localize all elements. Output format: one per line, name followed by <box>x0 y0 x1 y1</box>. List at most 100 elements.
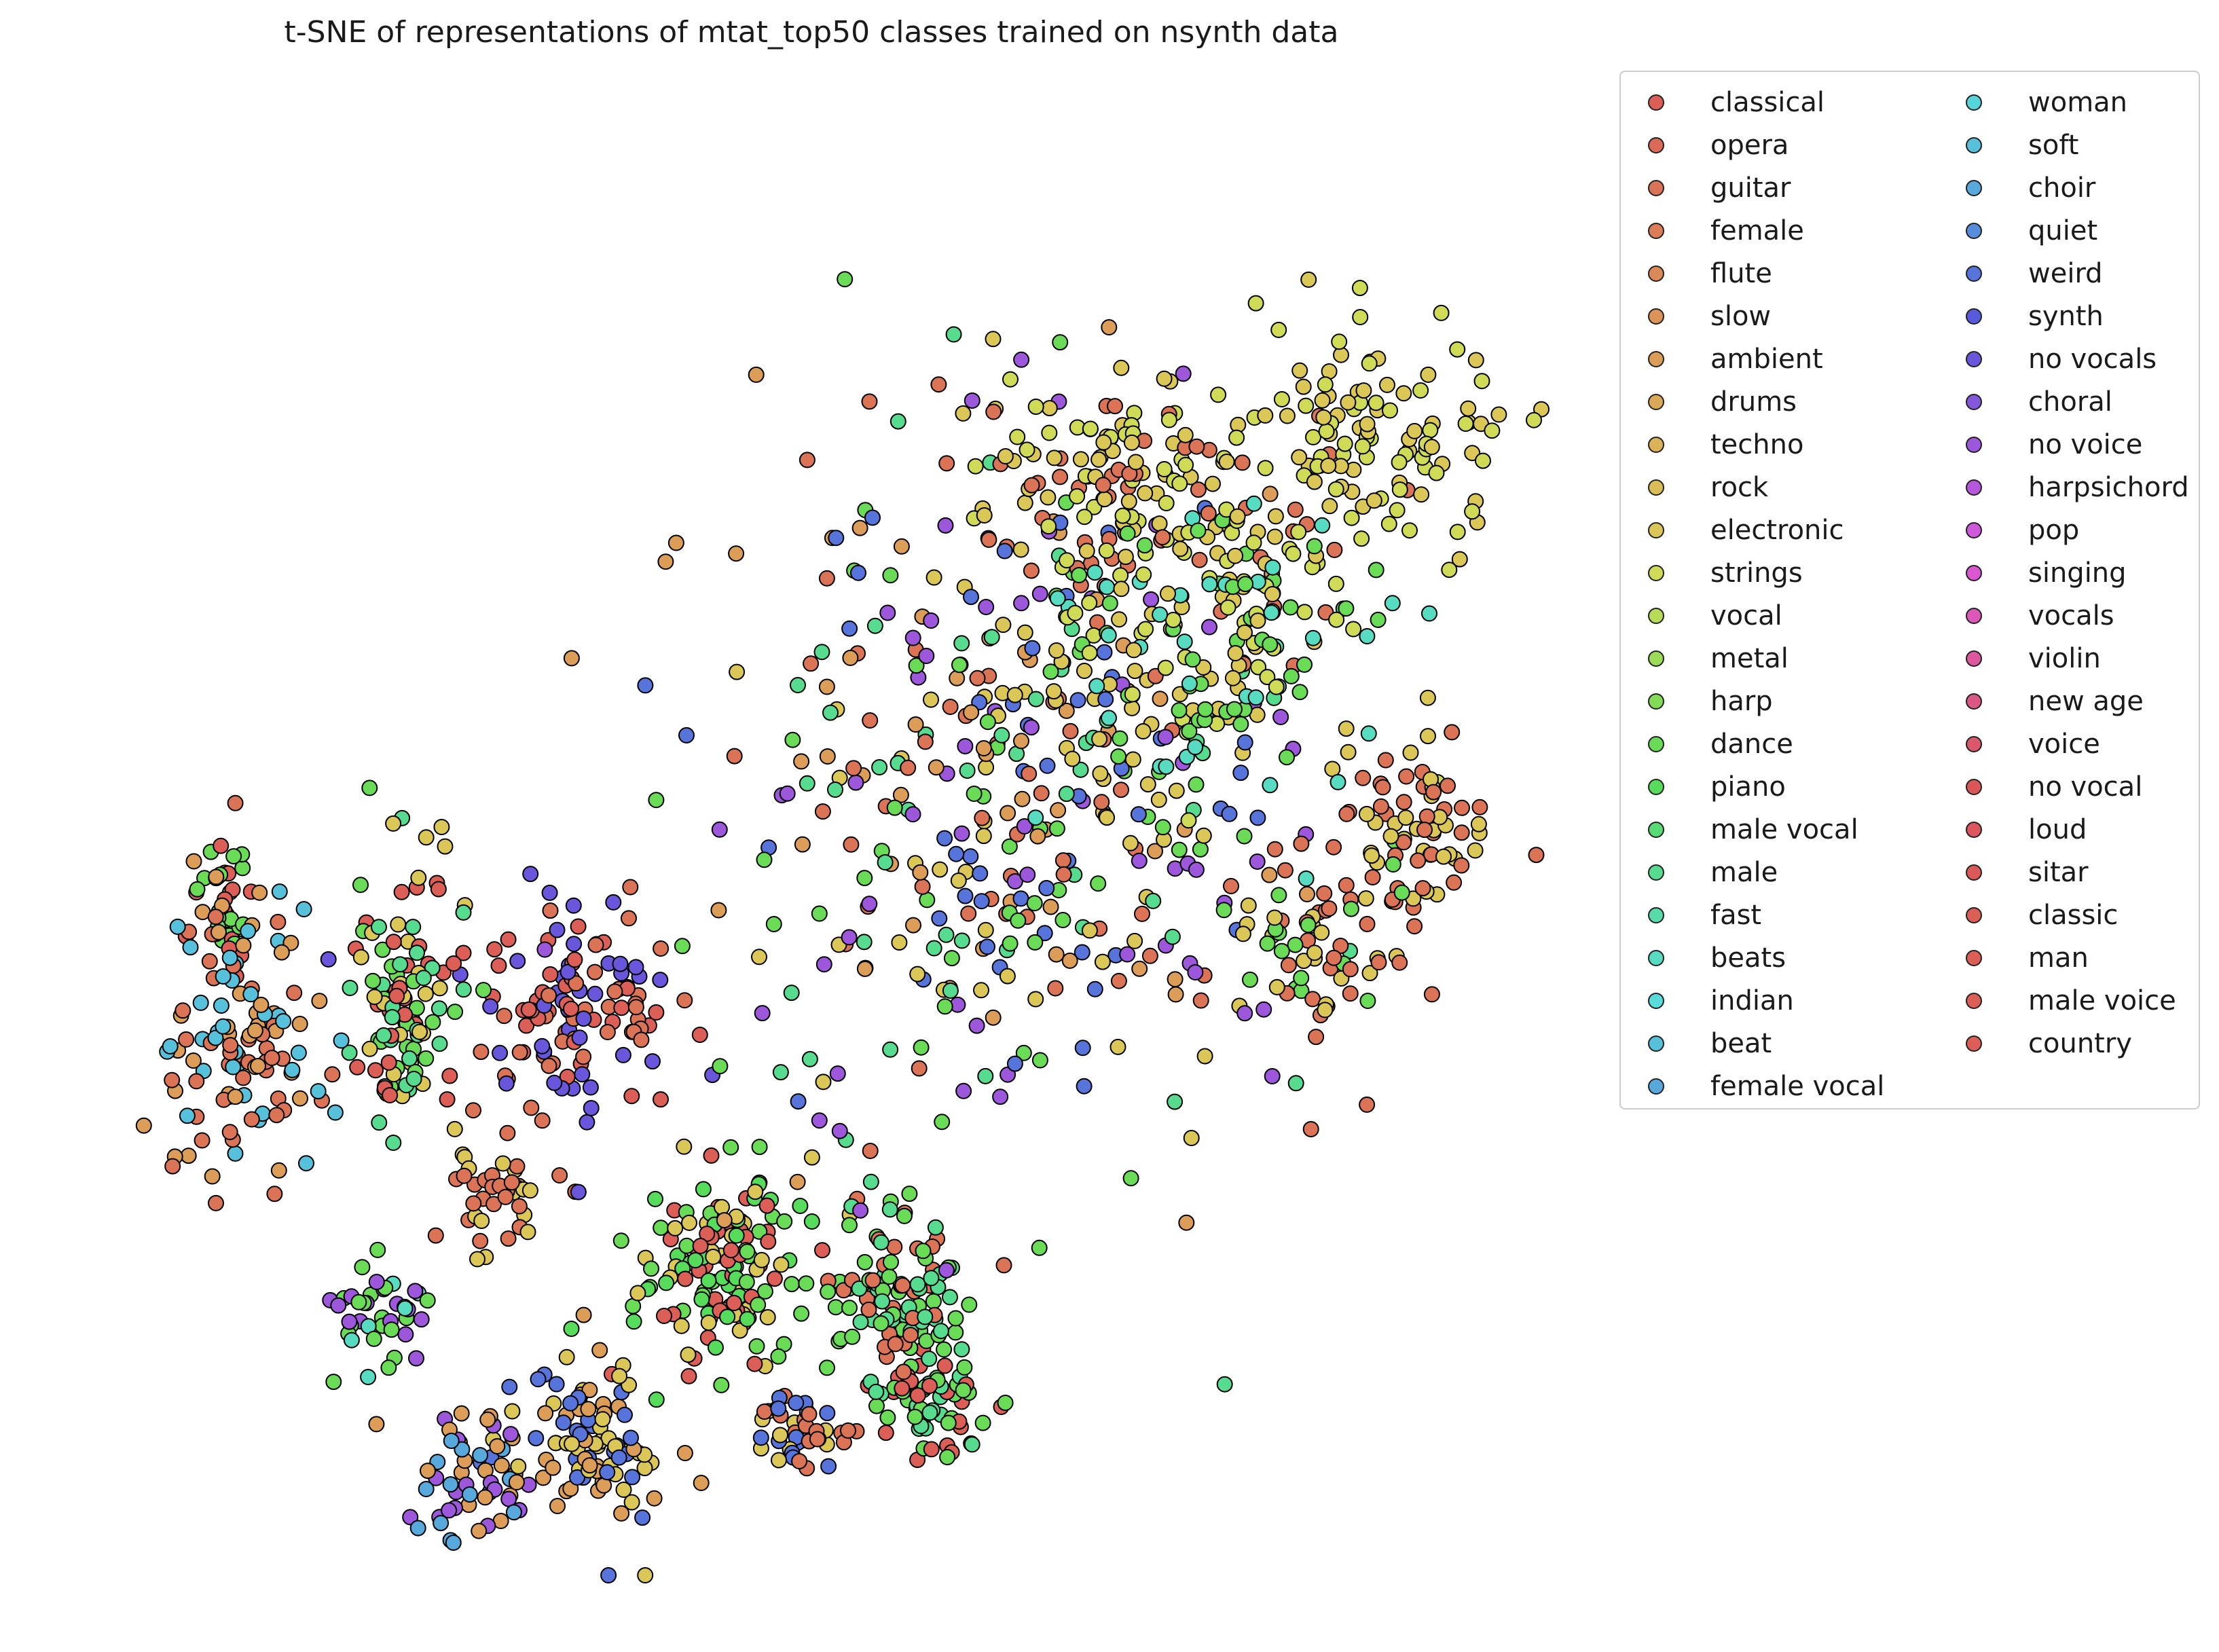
scatter-point <box>227 1088 244 1105</box>
scatter-point <box>1270 887 1287 904</box>
scatter-point <box>1052 469 1069 485</box>
scatter-point <box>882 567 899 584</box>
scatter-point <box>1249 612 1266 629</box>
scatter-point <box>953 635 970 652</box>
scatter-point <box>827 782 843 798</box>
scatter-point <box>375 1027 392 1044</box>
scatter-point <box>1451 551 1468 568</box>
scatter-point <box>881 1268 898 1285</box>
scatter-point <box>361 1040 378 1057</box>
scatter-point <box>441 1502 458 1519</box>
scatter-point <box>473 1044 490 1061</box>
scatter-point <box>646 1490 663 1507</box>
scatter-point <box>681 1214 697 1231</box>
scatter-point <box>856 1253 873 1270</box>
scatter-point <box>708 1339 724 1356</box>
scatter-point <box>960 905 977 922</box>
scatter-point <box>519 1224 536 1241</box>
scatter-point <box>978 599 995 615</box>
scatter-point <box>1049 590 1066 607</box>
scatter-point <box>366 989 383 1006</box>
scatter-point <box>424 1014 441 1031</box>
scatter-point <box>1090 451 1107 468</box>
scatter-point <box>610 1449 627 1466</box>
scatter-point <box>534 1112 551 1129</box>
scatter-point <box>361 779 378 796</box>
scatter-point <box>352 877 369 894</box>
legend-label: vocal <box>1710 600 1782 631</box>
scatter-point <box>1081 644 1098 661</box>
scatter-point <box>270 1162 287 1179</box>
scatter-point <box>1340 744 1357 760</box>
legend-marker <box>1648 907 1664 923</box>
scatter-point <box>942 983 959 999</box>
scatter-point <box>852 1314 869 1331</box>
scatter-point <box>1397 809 1414 826</box>
scatter-point <box>999 968 1016 985</box>
scatter-point <box>955 1082 972 1099</box>
scatter-point <box>442 1476 459 1493</box>
legend-label: harp <box>1710 686 1773 717</box>
scatter-point <box>1015 1044 1032 1061</box>
scatter-point <box>886 799 903 816</box>
scatter-point <box>1318 423 1335 440</box>
scatter-point <box>246 1022 263 1039</box>
scatter-point <box>599 1024 616 1040</box>
scatter-point <box>455 904 472 921</box>
scatter-point <box>1178 1214 1195 1231</box>
scatter-point <box>1086 564 1103 581</box>
legend-marker <box>1648 137 1664 153</box>
scatter-point <box>1016 624 1033 641</box>
scatter-point <box>489 1438 506 1454</box>
scatter-point <box>1273 942 1290 959</box>
legend-label: country <box>2028 1028 2132 1059</box>
scatter-point <box>587 963 604 980</box>
scatter-point <box>582 1079 599 1096</box>
legend-entry: pop <box>1939 509 2079 551</box>
scatter-point <box>753 1251 770 1268</box>
scatter-point <box>770 1400 787 1417</box>
scatter-point <box>1136 537 1153 554</box>
scatter-point <box>1340 394 1357 411</box>
scatter-point <box>862 1143 879 1159</box>
scatter-point <box>1439 777 1456 794</box>
scatter-point <box>493 1457 510 1474</box>
scatter-point <box>1446 874 1463 891</box>
scatter-point <box>1382 402 1398 419</box>
scatter-point <box>1228 429 1245 446</box>
scatter-point <box>222 1037 239 1054</box>
scatter-point <box>1223 878 1239 894</box>
scatter-point <box>909 1276 926 1293</box>
scatter-point <box>1361 355 1378 372</box>
scatter-point <box>957 887 974 904</box>
scatter-point <box>974 809 991 826</box>
scatter-point <box>959 763 976 779</box>
legend-label: loud <box>2028 814 2087 845</box>
scatter-point <box>722 1139 739 1156</box>
scatter-point <box>643 1260 659 1277</box>
scatter-point <box>310 1083 327 1100</box>
scatter-point <box>455 944 472 961</box>
legend-marker <box>1966 565 1982 581</box>
scatter-point <box>270 913 287 930</box>
legend-label: strings <box>1710 557 1803 589</box>
scatter-point <box>587 985 604 1002</box>
scatter-point <box>475 982 492 999</box>
scatter-point <box>902 1327 919 1344</box>
scatter-point <box>921 1404 938 1421</box>
scatter-point <box>627 959 644 976</box>
legend-label: piano <box>1710 771 1786 803</box>
legend-entry: electronic <box>1621 509 1844 551</box>
legend-label: female <box>1710 215 1804 246</box>
legend-entry: choir <box>1939 167 2095 209</box>
scatter-point <box>492 1044 509 1061</box>
scatter-point <box>845 760 862 777</box>
scatter-point <box>951 657 968 674</box>
scatter-point <box>1114 507 1131 524</box>
scatter-point <box>1026 895 1043 912</box>
scatter-point <box>1338 877 1355 894</box>
scatter-point <box>213 837 230 854</box>
scatter-point <box>1111 611 1128 628</box>
scatter-point <box>1130 806 1147 823</box>
scatter-point <box>380 1054 397 1071</box>
